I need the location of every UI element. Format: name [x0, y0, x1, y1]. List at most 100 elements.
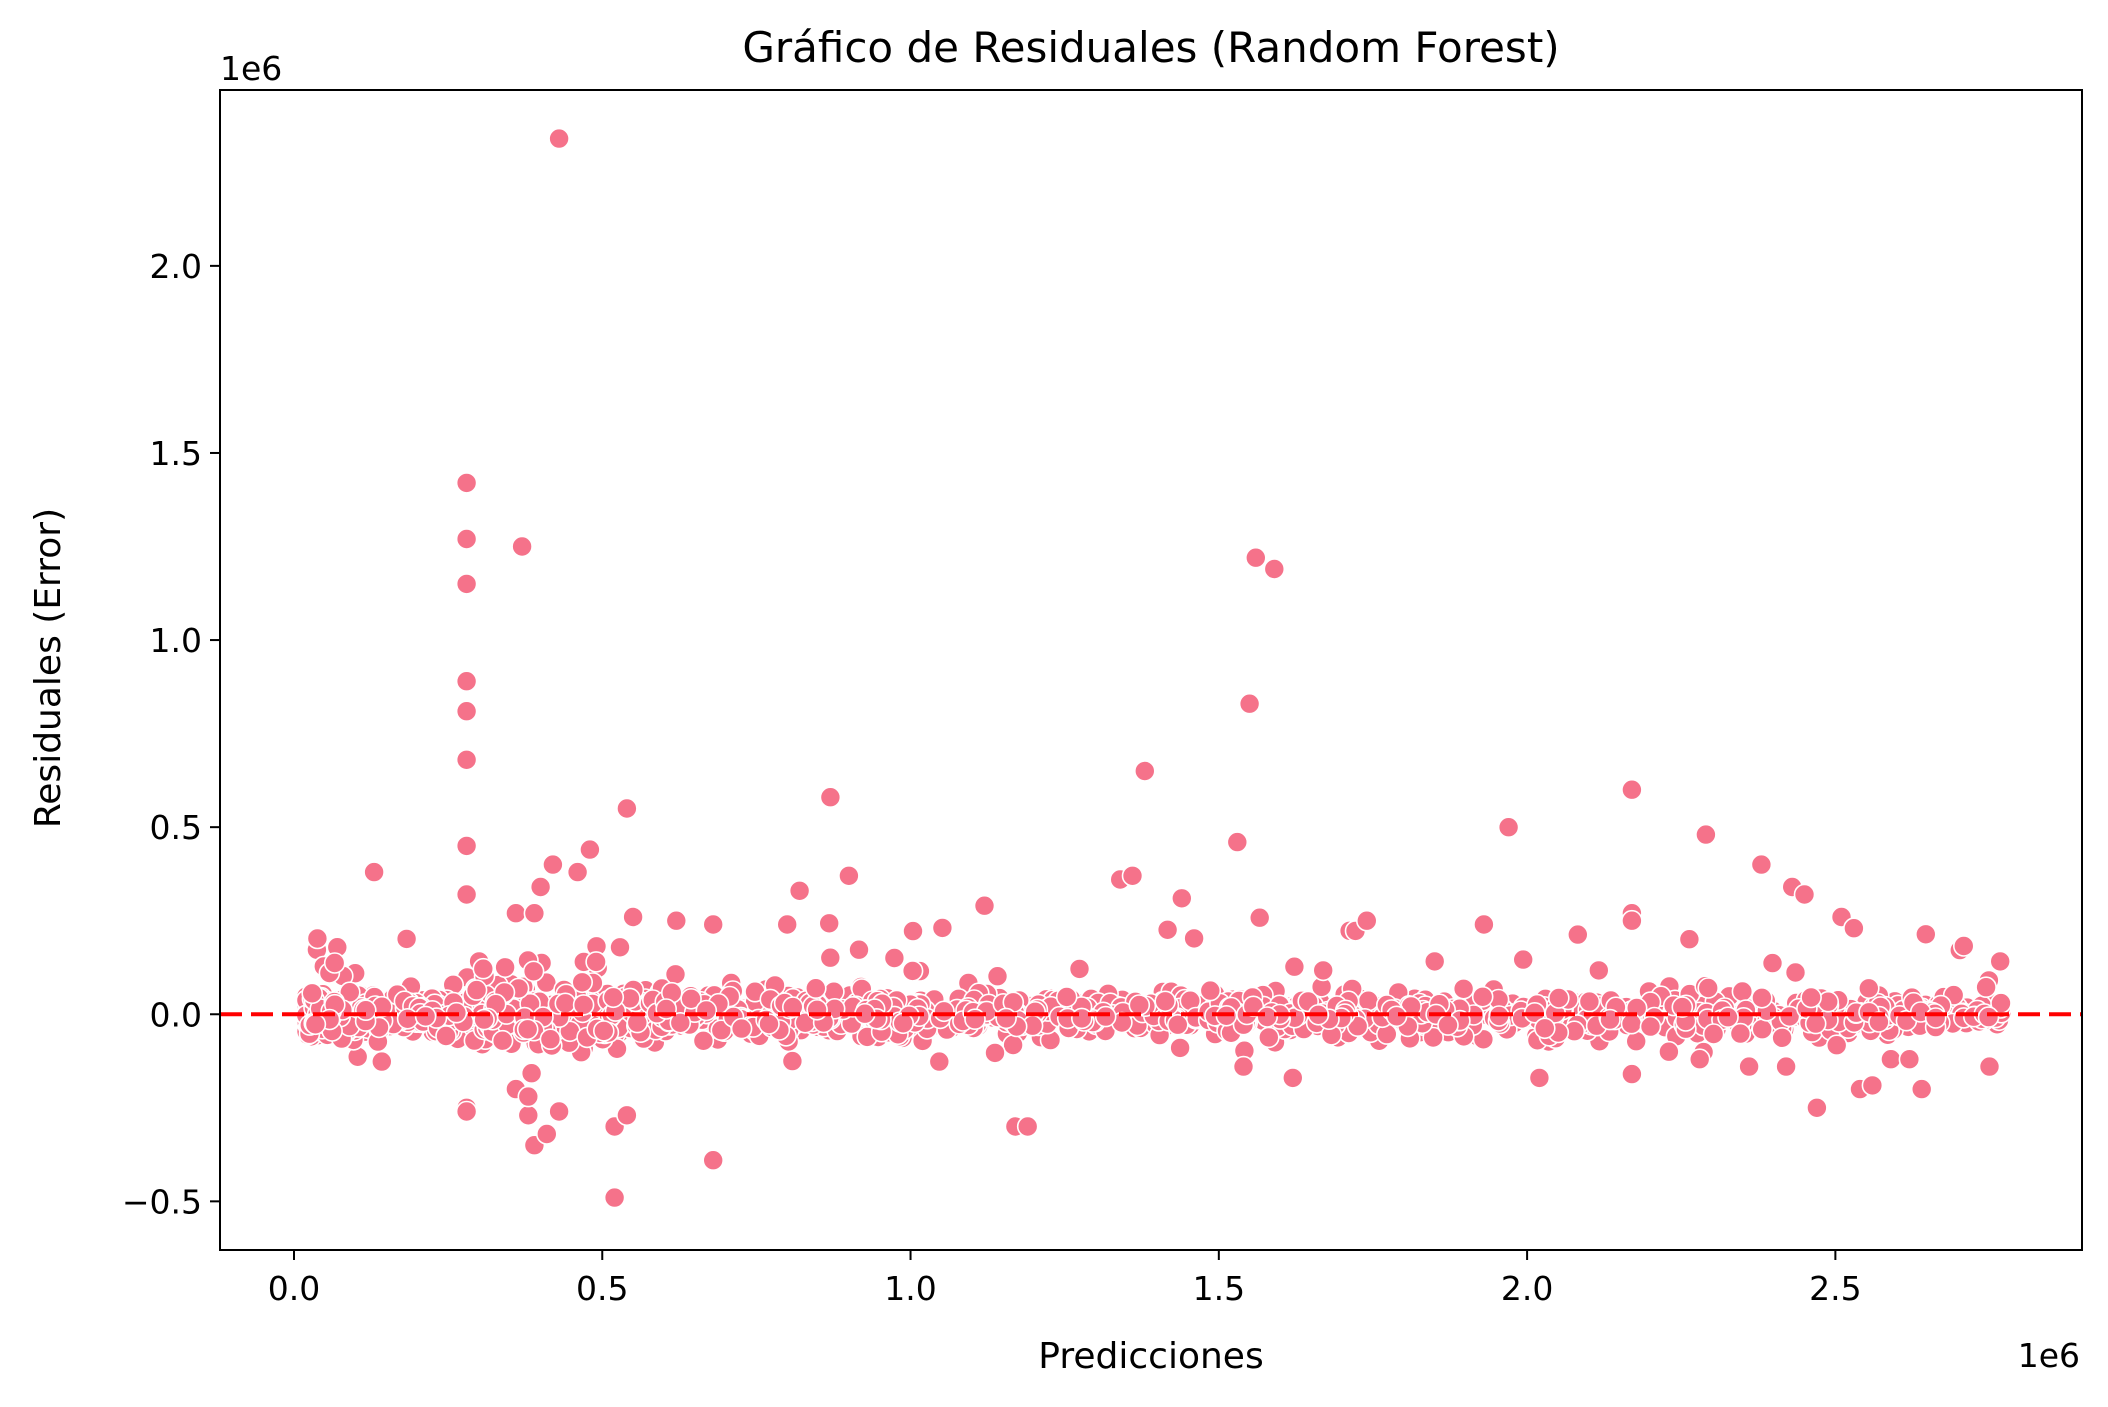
data-point	[548, 1100, 570, 1123]
data-point	[1804, 1012, 1827, 1035]
data-point	[517, 1104, 540, 1127]
data-point	[1263, 558, 1286, 580]
data-point	[579, 838, 601, 861]
data-point	[1620, 1012, 1643, 1035]
data-point	[781, 996, 804, 1018]
data-point	[1452, 977, 1475, 1000]
data-point	[1567, 923, 1589, 946]
x-tick-label: 0.0	[268, 1269, 320, 1308]
data-point	[435, 1025, 457, 1047]
data-point	[984, 1042, 1006, 1064]
data-point	[1806, 1097, 1828, 1119]
data-point	[520, 1062, 543, 1084]
data-point	[455, 748, 478, 771]
data-point	[516, 1018, 539, 1041]
x-offset-label: 1e6	[2018, 1336, 2080, 1375]
data-point	[1357, 989, 1380, 1012]
data-point	[1978, 1055, 2001, 1078]
data-point	[1385, 1005, 1408, 1028]
data-point	[455, 573, 478, 595]
data-point	[1697, 977, 1719, 999]
data-point	[1578, 990, 1601, 1013]
data-point	[1800, 986, 1822, 1009]
data-point	[1975, 976, 1997, 999]
data-point	[1880, 1048, 1902, 1070]
data-point	[548, 127, 570, 150]
data-point	[1512, 948, 1534, 971]
data-point	[1639, 1015, 1662, 1038]
x-axis-label: Predicciones	[1038, 1336, 1263, 1377]
data-point	[806, 998, 828, 1021]
data-point	[455, 528, 478, 550]
data-point	[1924, 1007, 1947, 1029]
data-point	[1861, 1074, 1884, 1097]
data-point	[669, 1011, 692, 1034]
x-tick-label: 1.5	[1193, 1269, 1245, 1308]
data-point	[788, 879, 811, 902]
data-point	[1989, 950, 2011, 973]
data-point	[1245, 546, 1267, 569]
data-point	[1055, 986, 1078, 1008]
data-point	[964, 1008, 986, 1031]
data-point	[1002, 1034, 1024, 1056]
y-axis-label: Residuales (Error)	[28, 508, 69, 828]
data-point	[1167, 1013, 1189, 1036]
data-point	[1621, 909, 1643, 932]
data-point	[973, 894, 996, 917]
data-point	[1858, 977, 1880, 1000]
data-point	[455, 1100, 478, 1123]
data-point	[1751, 1018, 1773, 1040]
data-point	[1226, 831, 1249, 853]
data-point	[1497, 816, 1520, 839]
data-point	[1825, 1034, 1848, 1056]
data-point	[572, 994, 595, 1016]
data-point	[535, 1123, 558, 1145]
y-tick-label: 1.0	[150, 621, 202, 660]
data-point	[933, 1000, 955, 1023]
data-point	[1422, 1026, 1444, 1049]
data-point	[928, 1050, 951, 1073]
data-point	[1695, 823, 1717, 846]
data-point	[603, 1186, 626, 1209]
data-point	[511, 535, 533, 558]
data-point	[883, 947, 906, 969]
data-point	[1671, 996, 1694, 1018]
data-point	[1473, 913, 1495, 936]
data-point	[566, 861, 589, 883]
chart-title: Gráfico de Residuales (Random Forest)	[742, 23, 1559, 72]
data-point	[494, 956, 516, 979]
y-offset-label: 1e6	[220, 49, 282, 88]
data-point	[396, 1007, 419, 1030]
data-point	[665, 909, 688, 932]
data-point	[505, 902, 527, 925]
data-point	[819, 946, 842, 969]
data-point	[776, 913, 799, 936]
data-point	[1977, 1006, 2000, 1028]
data-point	[1232, 1055, 1255, 1078]
data-point	[664, 963, 687, 986]
data-point	[1784, 961, 1807, 984]
data-point	[892, 1012, 915, 1035]
data-point	[1134, 760, 1156, 782]
data-point	[523, 902, 546, 925]
data-point	[585, 951, 607, 973]
data-point	[1717, 1006, 1739, 1029]
data-point	[592, 1020, 615, 1042]
x-tick-label: 0.5	[576, 1269, 628, 1308]
data-point	[702, 1149, 725, 1171]
data-point	[1183, 927, 1205, 950]
points-layer	[295, 127, 2013, 1209]
data-point	[1953, 935, 1975, 957]
data-point	[1793, 883, 1816, 906]
data-point	[781, 1050, 804, 1072]
data-point	[804, 977, 827, 1000]
data-point	[1423, 950, 1446, 973]
x-tick-label: 1.0	[884, 1269, 936, 1308]
data-point	[1471, 985, 1494, 1008]
ticks-layer: 0.0 0.5 1.0 1.5 2.0 2.5 −0.5 0.0 0.5 1.0 1.5 2.0	[122, 247, 1862, 1308]
x-tick-label: 2.0	[1501, 1269, 1553, 1308]
data-point	[1534, 1017, 1556, 1040]
data-point	[323, 952, 346, 974]
